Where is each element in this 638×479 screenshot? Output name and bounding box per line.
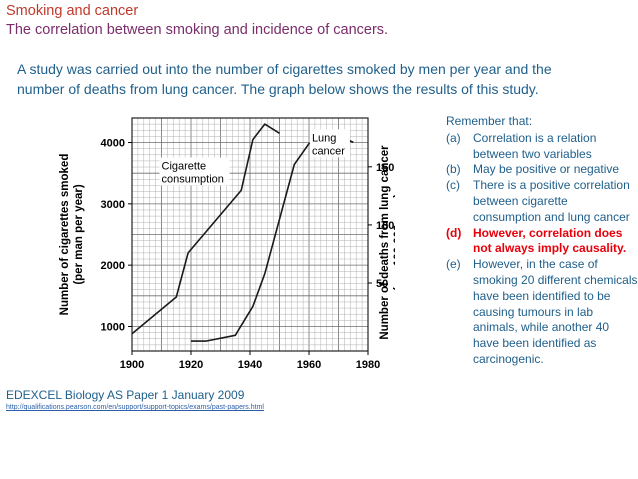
- note-mark: (c): [446, 178, 460, 193]
- note-mark: (a): [446, 130, 461, 145]
- note-text: Correlation is a relation between two va…: [473, 130, 597, 161]
- y-tick-label: 4000: [101, 138, 125, 150]
- note-text: However, in the case of smoking 20 diffe…: [473, 257, 638, 366]
- note-item-b: (b) May be positive or negative: [446, 162, 638, 178]
- source-citation: EDEXCEL Biology AS Paper 1 January 2009 …: [6, 387, 264, 413]
- notes-list: (a) Correlation is a relation between two…: [446, 131, 638, 368]
- x-tick-label: 1980: [356, 359, 380, 371]
- title-line-2: The correlation between smoking and inci…: [6, 22, 389, 38]
- slide-title: Smoking and cancer The correlation betwe…: [6, 2, 388, 40]
- y2-axis-label-line: Number of deaths from lung cancer: [379, 145, 391, 340]
- note-text: There is a positive correlation between …: [473, 178, 630, 224]
- y-axis-label-line: (per man per year): [73, 184, 85, 285]
- y2-axis-label-line: (per 100 000 men): [393, 194, 395, 291]
- series-label-cigarettes: Cigarette consumption: [162, 161, 224, 186]
- note-item-d: (d) However, correlation does not always …: [446, 226, 638, 258]
- x-tick-label: 1920: [179, 359, 203, 371]
- y-tick-label: 3000: [101, 199, 125, 211]
- y-tick-label: 2000: [101, 260, 125, 272]
- intro-paragraph: A study was carried out into the number …: [17, 61, 552, 97]
- y-tick-label: 1000: [101, 321, 125, 333]
- note-item-c: (c) There is a positive correlation betwe…: [446, 178, 638, 225]
- series-label-lung-cancer: Lung cancer: [312, 132, 345, 157]
- y2-axis-label: Number of deaths from lung cancer (per 10…: [379, 145, 395, 340]
- series-label-bg: [309, 129, 350, 158]
- notes-panel: Remember that: (a) Correlation is a relat…: [446, 114, 638, 368]
- note-text: However, correlation does not always imp…: [473, 225, 627, 256]
- y2-tick-label: 150: [376, 162, 394, 174]
- series-label-line: cancer: [312, 145, 345, 157]
- note-mark: (b): [446, 162, 461, 177]
- y2-tick-label: 100: [376, 220, 394, 232]
- y2-tick-label: 50: [376, 278, 388, 290]
- note-mark: (d): [446, 225, 462, 240]
- note-item-a: (a) Correlation is a relation between two…: [446, 131, 638, 163]
- x-tick-label: 1900: [120, 359, 144, 371]
- note-mark: (e): [446, 257, 461, 272]
- series-line-cigarettes: [131, 123, 280, 335]
- y-axis-label: Number of cigarettes smoked (per man per …: [59, 154, 85, 316]
- x-tick-label: 1940: [238, 359, 262, 371]
- series-label-line: consumption: [162, 174, 224, 186]
- chart-svg: 1900 1920 1940 1960 1980 1000 2000 3000 4000 50 10…: [59, 117, 395, 371]
- title-line-1: Smoking and cancer: [6, 3, 139, 19]
- series-label-line: Lung: [312, 132, 336, 144]
- notes-heading: Remember that:: [446, 114, 533, 128]
- series-label-bg: [159, 157, 230, 186]
- source-name: EDEXCEL Biology AS Paper 1 January 2009: [6, 388, 245, 402]
- chart: 1900 1920 1940 1960 1980 1000 2000 3000 4000 50 10…: [50, 108, 395, 378]
- source-link[interactable]: http://qualifications.pearson.com/en/sup…: [6, 404, 264, 411]
- note-text: May be positive or negative: [473, 162, 620, 177]
- series-label-line: Cigarette: [162, 161, 207, 173]
- note-item-e: (e) However, in the case of smoking 20 di…: [446, 257, 638, 368]
- y-axis-label-line: Number of cigarettes smoked: [59, 154, 71, 316]
- x-tick-label: 1960: [297, 359, 321, 371]
